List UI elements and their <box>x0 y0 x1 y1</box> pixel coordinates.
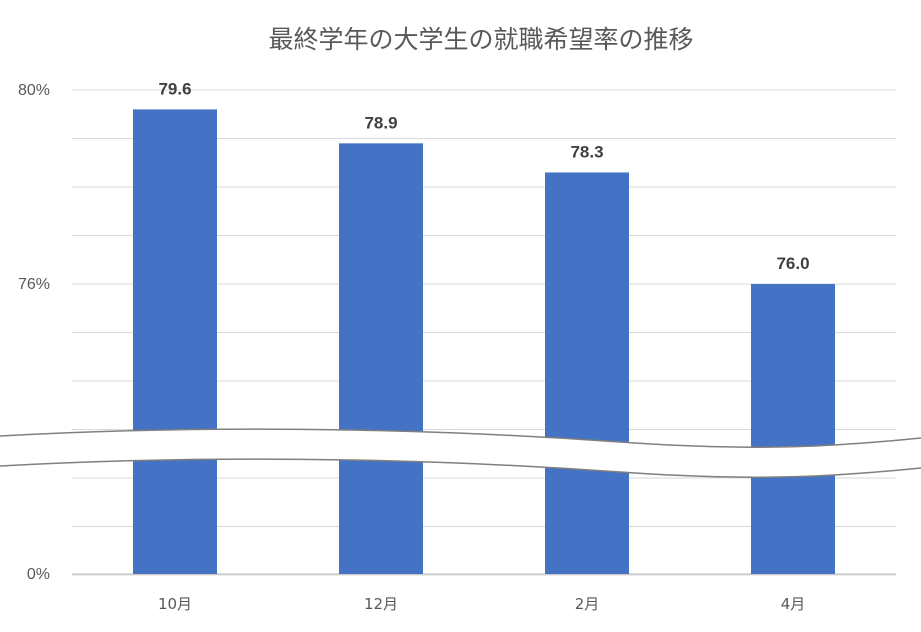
bar <box>133 109 217 575</box>
x-axis-categories: 10月 12月 2月 4月 <box>158 595 805 613</box>
axis-break <box>0 428 921 478</box>
axis-break-band <box>0 429 921 478</box>
bar <box>545 172 629 574</box>
bar <box>339 143 423 574</box>
x-tick-label: 10月 <box>158 595 192 613</box>
x-tick-label: 12月 <box>364 595 398 613</box>
data-label: 79.6 <box>158 79 191 98</box>
data-label: 78.9 <box>364 113 397 132</box>
data-labels: 79.6 78.9 78.3 76.0 <box>158 79 809 273</box>
y-tick-label: 0% <box>27 566 50 583</box>
y-tick-label: 80% <box>18 82 50 99</box>
data-label: 78.3 <box>570 142 603 161</box>
y-tick-label: 76% <box>18 276 50 293</box>
x-tick-label: 2月 <box>575 595 600 613</box>
y-axis-ticks: 80% 76% 0% <box>18 82 50 583</box>
chart-title: 最終学年の大学生の就職希望率の推移 <box>268 25 693 54</box>
x-tick-label: 4月 <box>781 595 806 613</box>
axis-break-edge <box>0 458 921 478</box>
bars <box>133 109 835 575</box>
axis-break-edge <box>0 428 921 448</box>
bar <box>751 284 835 574</box>
data-label: 76.0 <box>776 254 809 273</box>
